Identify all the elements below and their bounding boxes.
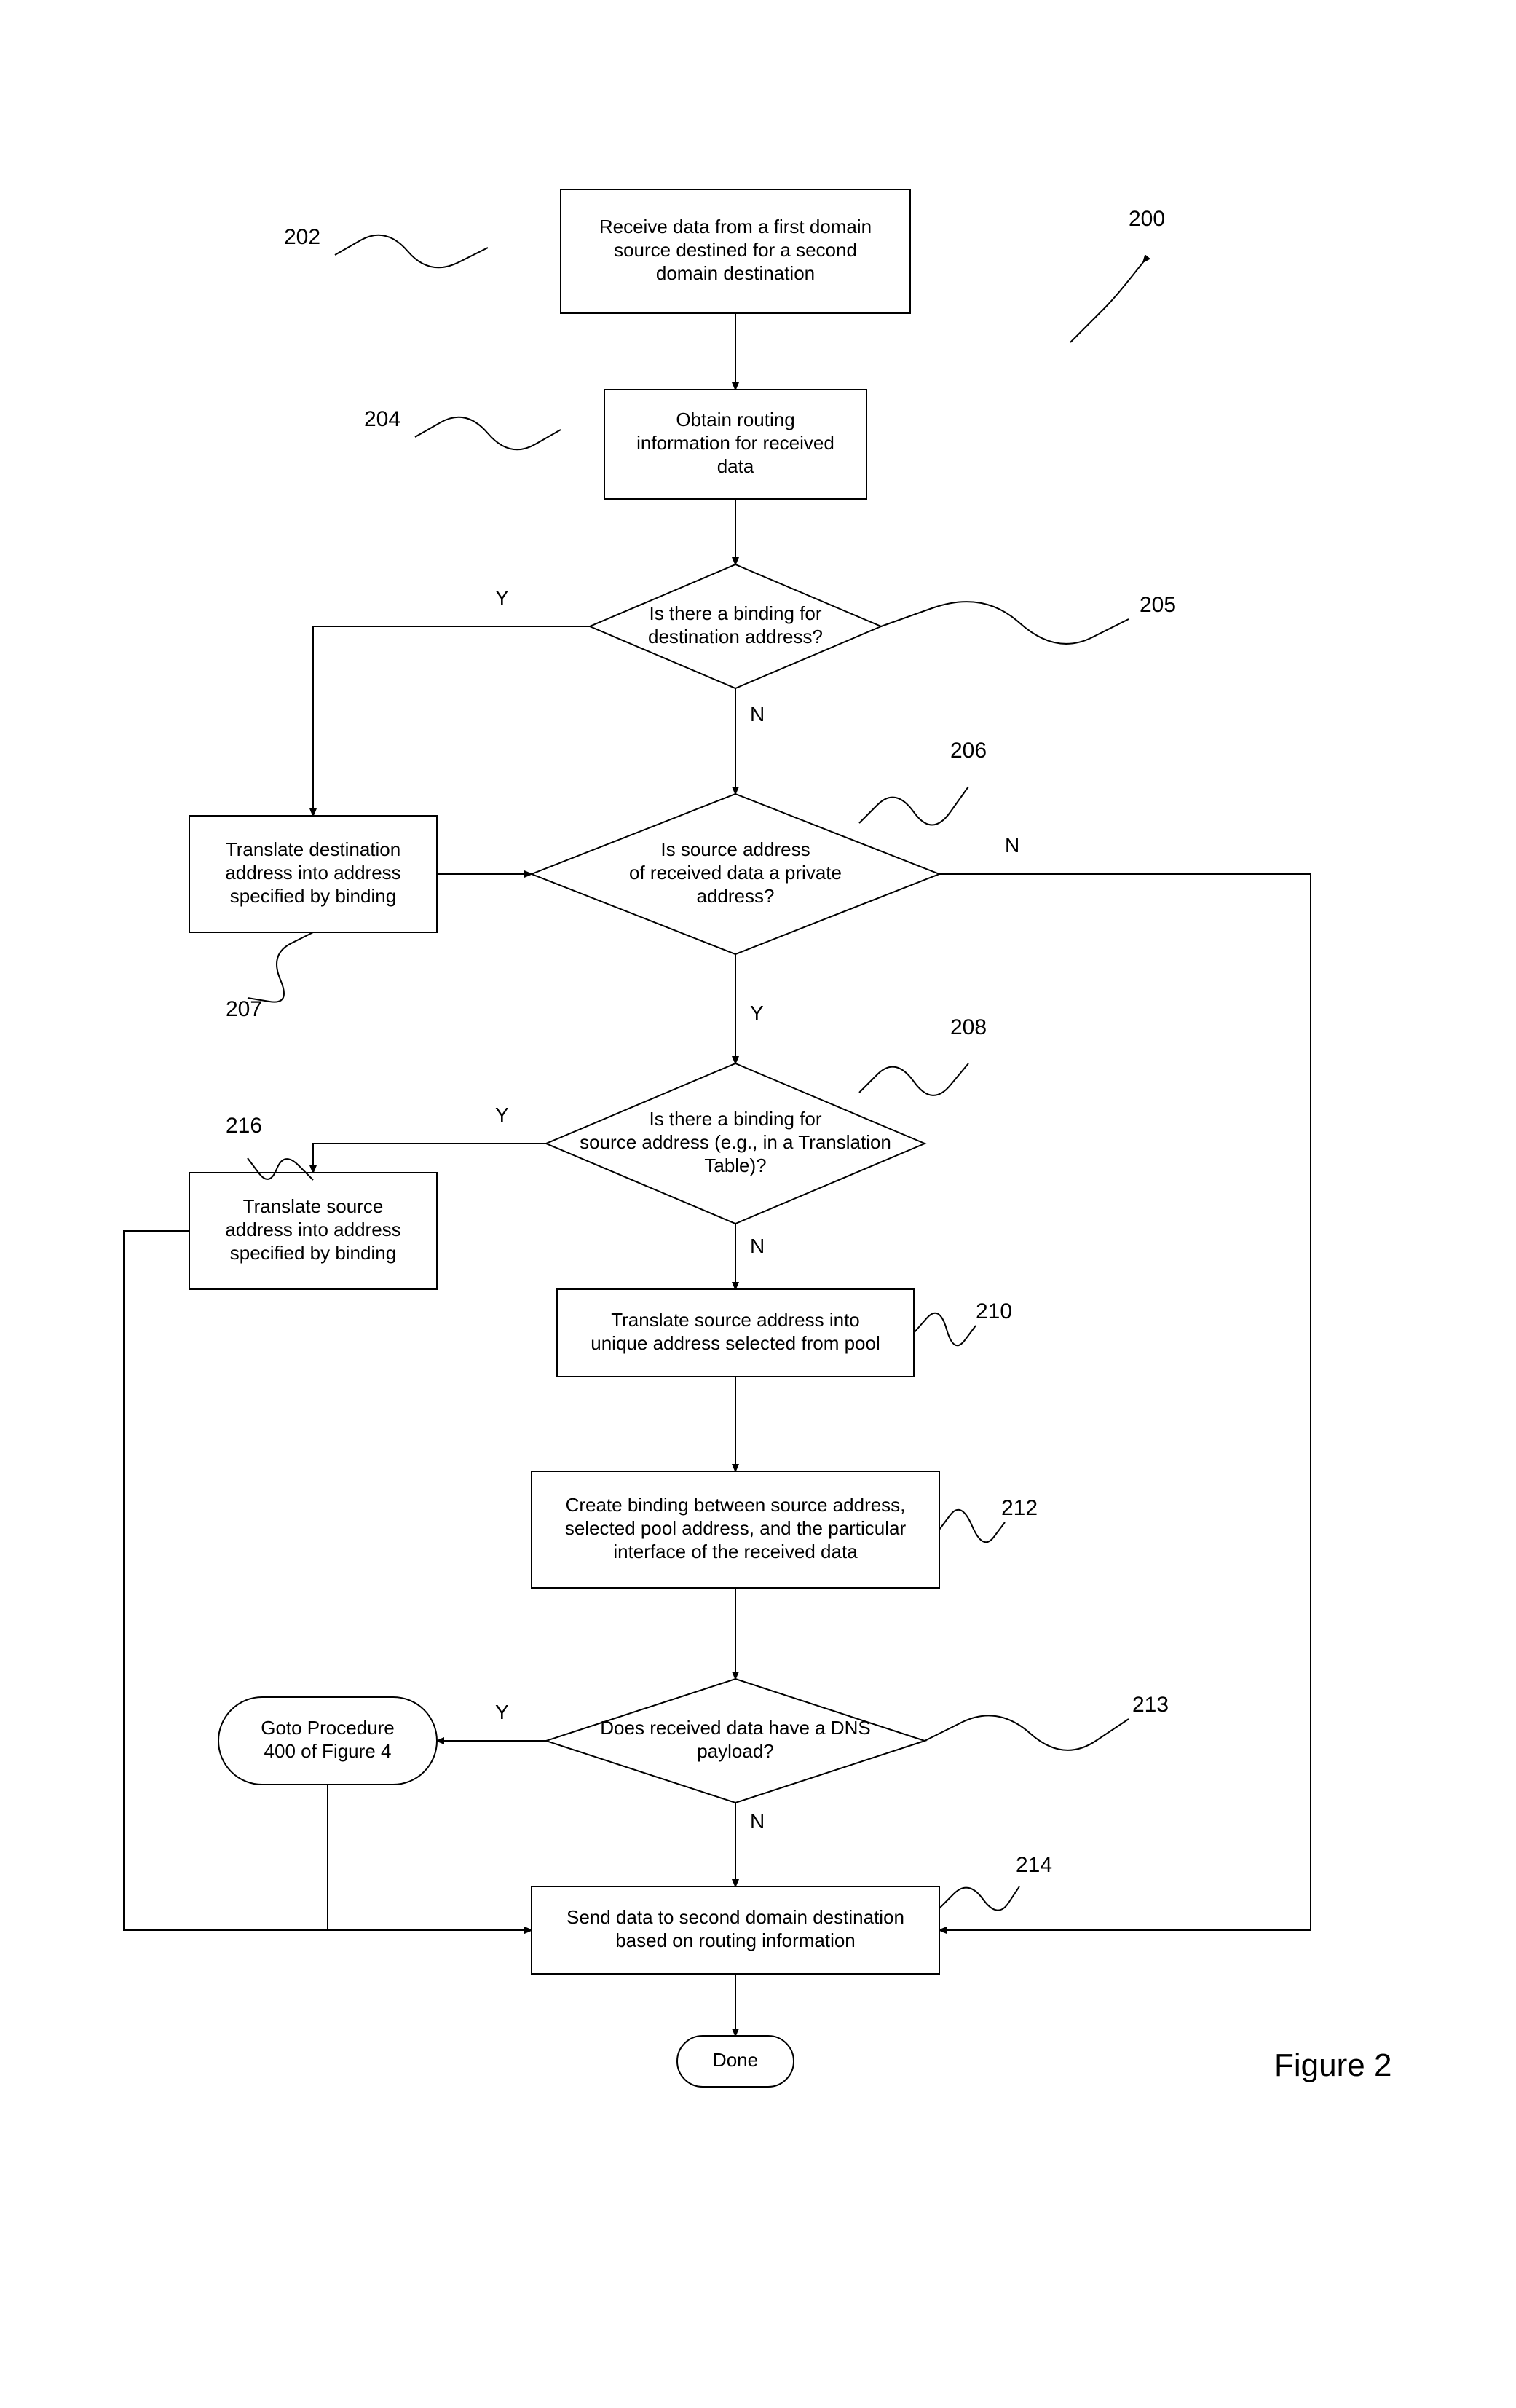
leader-n212: [939, 1510, 1005, 1543]
ref-n208: 208: [950, 1015, 987, 1039]
svg-text:Translate source: Translate source: [243, 1195, 384, 1217]
n213: Does received data have a DNSpayload?: [546, 1679, 925, 1803]
svg-text:destination address?: destination address?: [648, 626, 823, 648]
svg-text:Receive data from a first doma: Receive data from a first domain: [599, 216, 872, 237]
n216: Translate sourceaddress into addressspec…: [189, 1173, 437, 1289]
leader-n213: [925, 1715, 1129, 1750]
svg-text:Translate destination: Translate destination: [226, 838, 400, 860]
svg-text:specified by binding: specified by binding: [230, 1242, 396, 1264]
edge-label-7: Y: [495, 1103, 509, 1126]
svg-text:Table)?: Table)?: [704, 1154, 766, 1176]
svg-text:Create binding between source: Create binding between source address,: [566, 1494, 906, 1516]
svg-text:source destined for a second: source destined for a second: [614, 239, 857, 261]
leader-n210: [914, 1313, 976, 1346]
leader-n206: [859, 787, 968, 825]
svg-text:Obtain routing: Obtain routing: [676, 409, 794, 430]
n214: Send data to second domain destinationba…: [532, 1886, 939, 1974]
ref-n204: 204: [364, 407, 400, 431]
svg-text:address into address: address into address: [225, 862, 400, 884]
svg-text:Translate source address into: Translate source address into: [611, 1309, 860, 1331]
edge-label-12: Y: [495, 1701, 509, 1723]
nDone: Done: [677, 2036, 794, 2087]
ref-n216: 216: [226, 1114, 262, 1138]
n205: Is there a binding fordestination addres…: [590, 564, 881, 688]
n400: Goto Procedure400 of Figure 4: [218, 1697, 437, 1785]
ref-n210: 210: [976, 1299, 1012, 1323]
n212: Create binding between source address,se…: [532, 1471, 939, 1588]
svg-text:Is source address: Is source address: [660, 838, 810, 860]
ref-n206: 206: [950, 739, 987, 763]
ref-n202: 202: [284, 225, 320, 249]
svg-text:data: data: [717, 455, 754, 477]
svg-text:based on routing information: based on routing information: [615, 1929, 856, 1951]
leader-n205: [881, 602, 1129, 644]
ref-n207: 207: [226, 997, 262, 1021]
edge-label-13: N: [750, 1810, 765, 1833]
edge-label-8: N: [750, 1235, 765, 1257]
ref-n213: 213: [1132, 1693, 1169, 1717]
svg-text:Send data to second domain des: Send data to second domain destination: [566, 1906, 904, 1928]
leader-n207: [248, 932, 313, 1002]
ref-n214: 214: [1016, 1853, 1052, 1877]
svg-text:payload?: payload?: [697, 1740, 774, 1762]
svg-text:of received data a private: of received data a private: [629, 862, 842, 884]
n210: Translate source address intounique addr…: [557, 1289, 914, 1377]
leader-n204: [415, 417, 561, 450]
svg-text:domain destination: domain destination: [656, 262, 815, 284]
ref-n205: 205: [1140, 593, 1176, 617]
edge-3: [313, 626, 590, 816]
svg-text:selected pool address, and the: selected pool address, and the particula…: [565, 1517, 907, 1539]
svg-text:Is there a binding for: Is there a binding for: [649, 602, 821, 624]
leader-n200: [1070, 262, 1143, 342]
n204: Obtain routinginformation for receivedda…: [604, 390, 866, 499]
svg-text:address?: address?: [697, 885, 775, 907]
edge-label-5: Y: [750, 1002, 764, 1024]
leader-n208: [859, 1063, 968, 1095]
figure-label: Figure 2: [1274, 2047, 1391, 2083]
edge-14: [328, 1785, 532, 1930]
svg-text:Is there a binding for: Is there a binding for: [649, 1108, 821, 1130]
svg-text:Does received data have a DNS: Does received data have a DNS: [600, 1717, 870, 1739]
leader-n202: [335, 235, 488, 268]
svg-text:interface of the received data: interface of the received data: [613, 1541, 858, 1562]
n202: Receive data from a first domainsource d…: [561, 189, 910, 313]
edge-label-3: Y: [495, 586, 509, 609]
n207: Translate destinationaddress into addres…: [189, 816, 437, 932]
leader-n214: [939, 1886, 1019, 1911]
edge-label-6: N: [1005, 834, 1019, 857]
ref-n200: 200: [1129, 207, 1165, 231]
svg-text:address into address: address into address: [225, 1219, 400, 1240]
edge-7: [313, 1144, 546, 1173]
svg-text:information for received: information for received: [636, 432, 834, 454]
edge-label-2: N: [750, 703, 765, 725]
n206: Is source addressof received data a priv…: [532, 794, 939, 954]
n208: Is there a binding forsource address (e.…: [546, 1063, 925, 1224]
svg-text:specified by binding: specified by binding: [230, 885, 396, 907]
svg-text:unique address selected from p: unique address selected from pool: [591, 1332, 880, 1354]
edge-6: [939, 874, 1311, 1930]
svg-text:Goto Procedure: Goto Procedure: [261, 1717, 395, 1739]
svg-text:Done: Done: [713, 2049, 758, 2071]
nodes-layer: Receive data from a first domainsource d…: [189, 189, 939, 2087]
svg-text:source address (e.g., in a Tra: source address (e.g., in a Translation: [580, 1131, 891, 1153]
ref-n212: 212: [1001, 1496, 1038, 1520]
svg-text:400 of Figure 4: 400 of Figure 4: [264, 1740, 392, 1762]
